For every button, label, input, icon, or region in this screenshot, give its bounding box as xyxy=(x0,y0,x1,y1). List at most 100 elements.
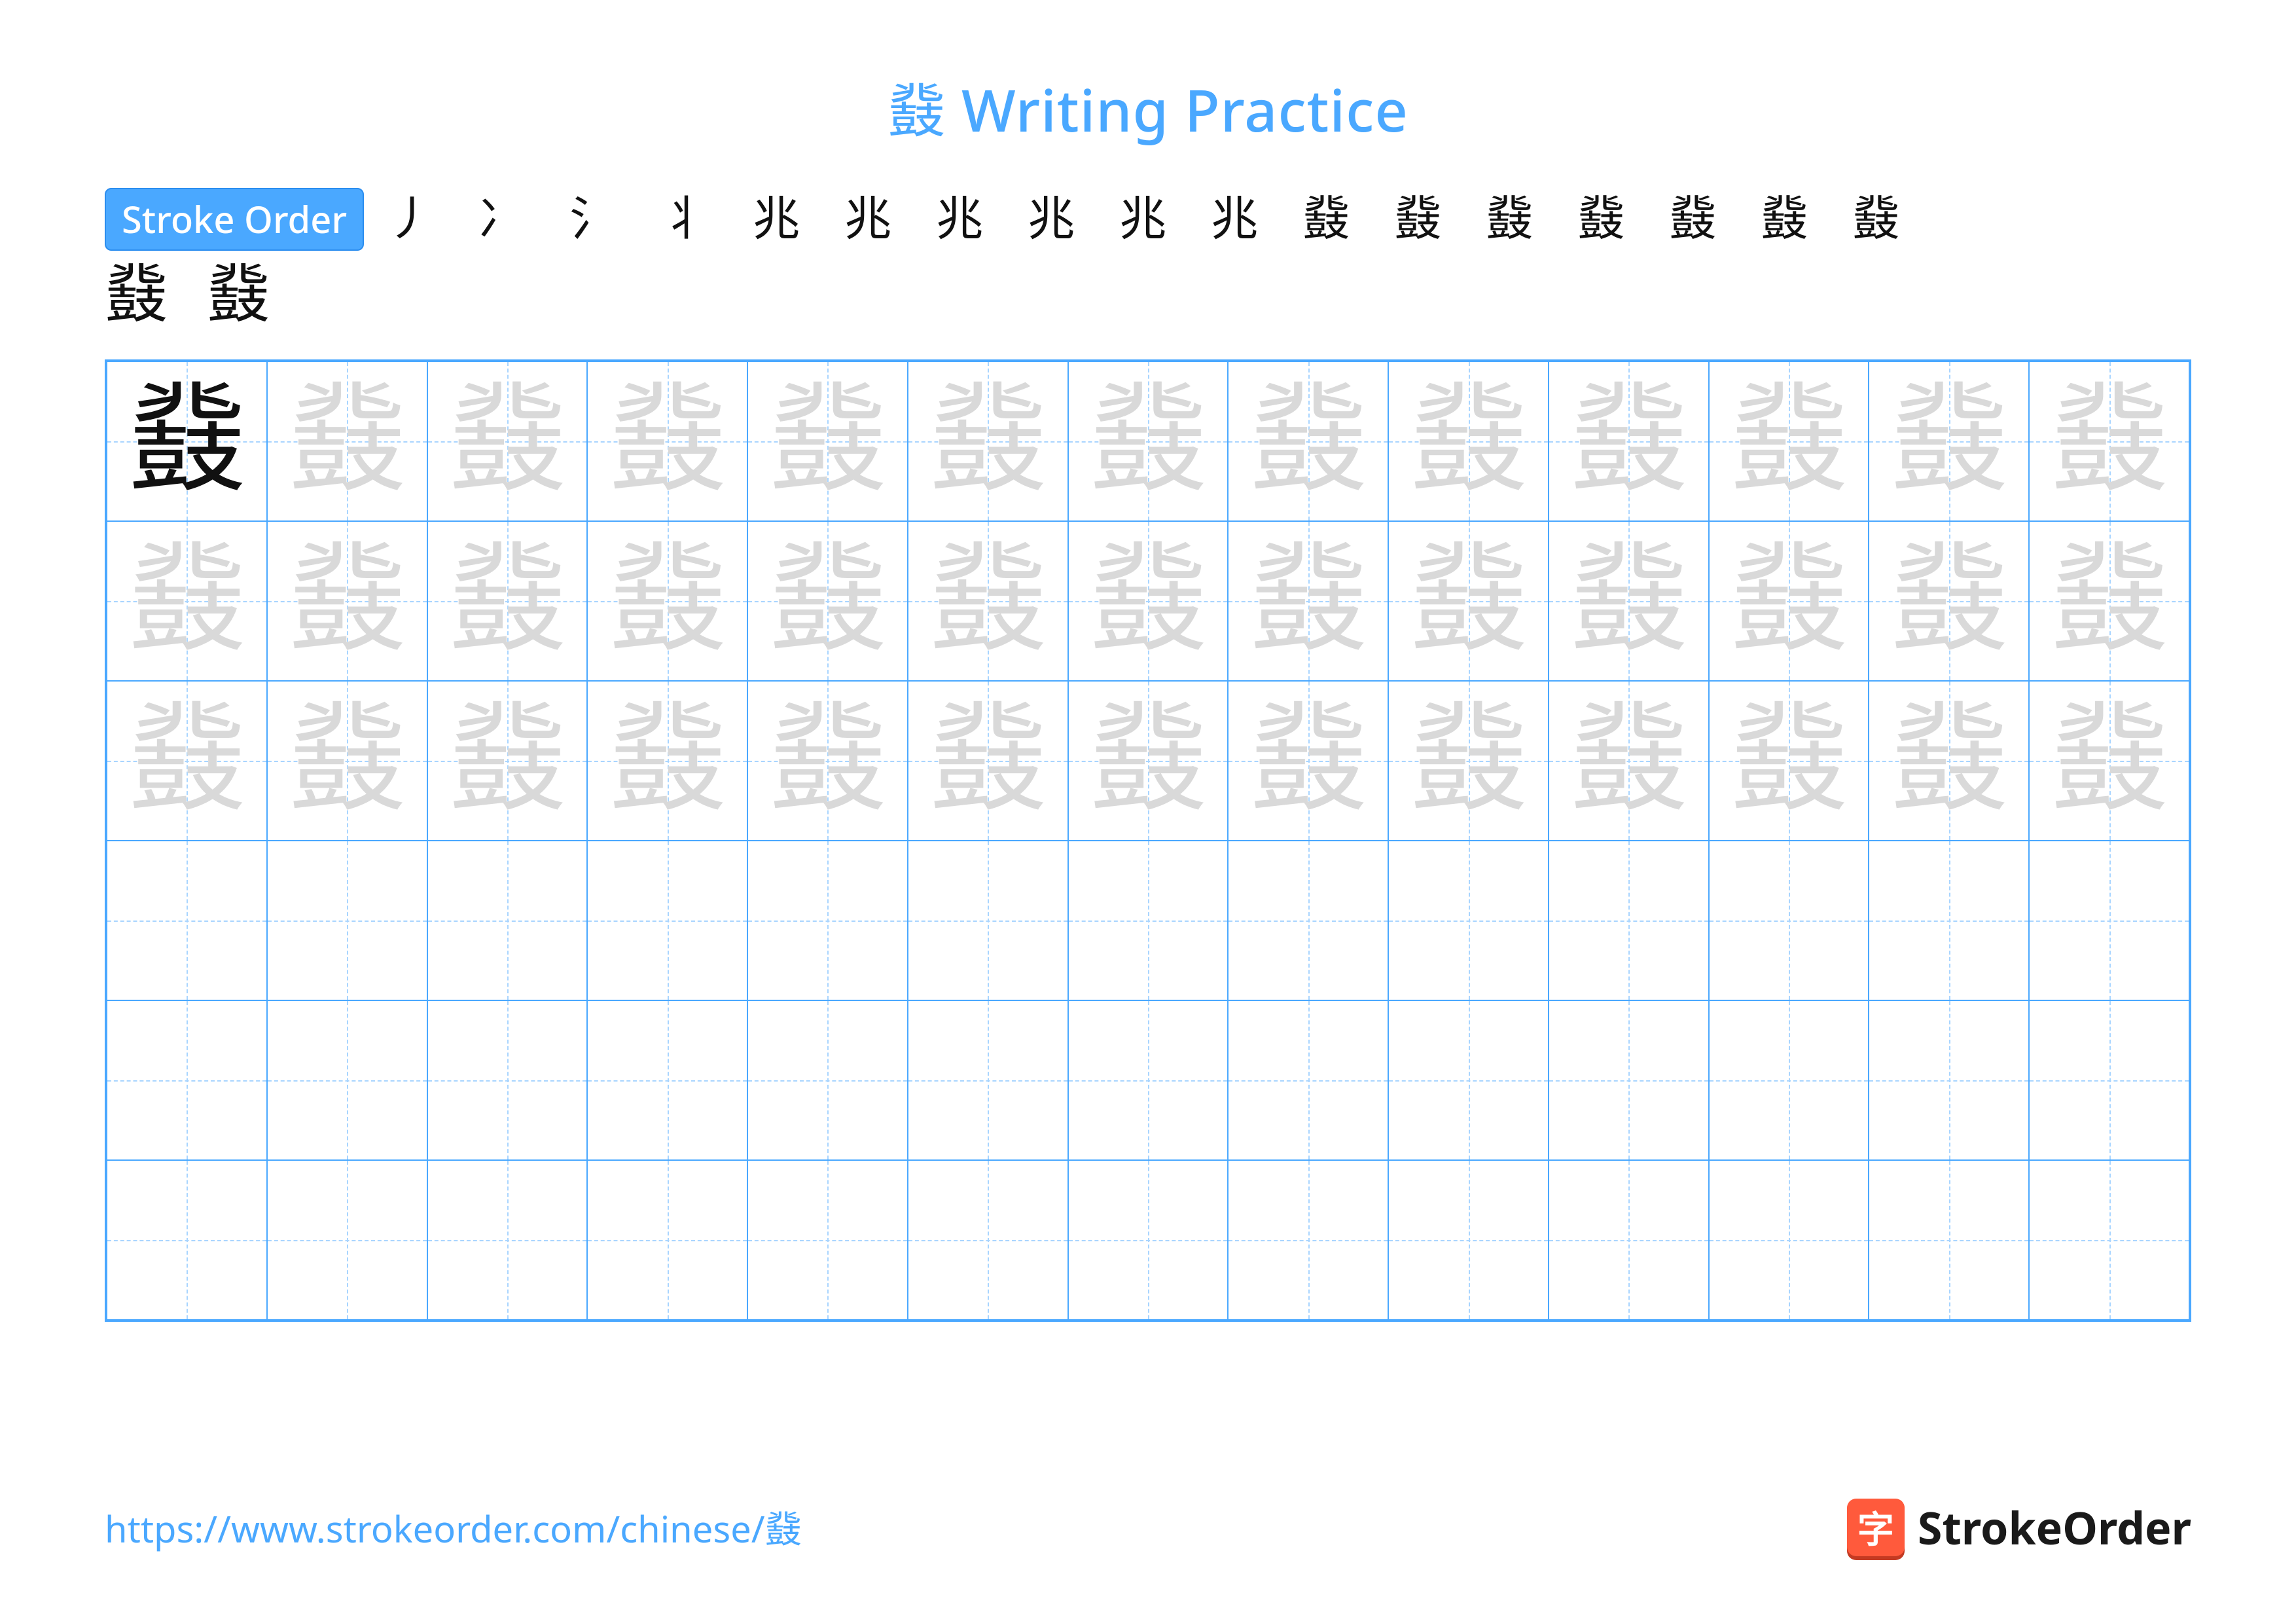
stroke-step: 鼗 xyxy=(1758,196,1810,243)
practice-cell: 鼗 xyxy=(1549,521,1709,681)
practice-cell xyxy=(1869,1160,2029,1320)
stroke-step: 兆 xyxy=(1117,196,1169,243)
practice-cell xyxy=(267,1000,427,1160)
practice-cell xyxy=(1228,1000,1388,1160)
trace-character: 鼗 xyxy=(929,542,1047,660)
practice-cell xyxy=(267,841,427,1000)
practice-cell xyxy=(747,841,908,1000)
trace-character: 鼗 xyxy=(609,382,726,500)
practice-cell: 鼗 xyxy=(1068,681,1229,841)
practice-cell xyxy=(1388,1160,1549,1320)
practice-cell xyxy=(908,1000,1068,1160)
practice-cell: 鼗 xyxy=(1388,361,1549,521)
trace-character: 鼗 xyxy=(1730,702,1848,820)
practice-cell: 鼗 xyxy=(107,521,267,681)
trace-character: 鼗 xyxy=(929,702,1047,820)
practice-cell: 鼗 xyxy=(1869,681,2029,841)
trace-character: 鼗 xyxy=(1890,382,2008,500)
trace-character: 鼗 xyxy=(1730,542,1848,660)
trace-character: 鼗 xyxy=(1089,382,1207,500)
stroke-order-row-1: Stroke Order 丿冫氵丬兆兆兆兆兆兆鼗鼗鼗鼗鼗鼗鼗 xyxy=(105,188,2191,251)
trace-character: 鼗 xyxy=(768,542,886,660)
practice-cell: 鼗 xyxy=(587,361,747,521)
practice-cell xyxy=(1228,1160,1388,1320)
trace-character: 鼗 xyxy=(448,542,566,660)
practice-cell xyxy=(107,1160,267,1320)
practice-cell: 鼗 xyxy=(1228,521,1388,681)
stroke-sequence-2: 鼗鼗 xyxy=(105,264,2191,327)
practice-cell xyxy=(587,1160,747,1320)
practice-cell xyxy=(1869,841,2029,1000)
stroke-step: 兆 xyxy=(842,196,894,243)
model-character: 鼗 xyxy=(128,382,245,500)
stroke-step: 丬 xyxy=(658,196,711,243)
practice-cell xyxy=(1709,1000,1869,1160)
stroke-step: 兆 xyxy=(1208,196,1261,243)
practice-cell: 鼗 xyxy=(1549,361,1709,521)
trace-character: 鼗 xyxy=(288,382,406,500)
trace-character: 鼗 xyxy=(1249,702,1367,820)
page-title: 鼗 Writing Practice xyxy=(105,65,2191,149)
practice-cell: 鼗 xyxy=(747,521,908,681)
stroke-step: 鼗 xyxy=(1575,196,1627,243)
practice-cell xyxy=(908,1160,1068,1320)
trace-character: 鼗 xyxy=(1570,702,1687,820)
practice-cell xyxy=(267,1160,427,1320)
trace-character: 鼗 xyxy=(1410,702,1528,820)
practice-cell: 鼗 xyxy=(587,521,747,681)
practice-cell xyxy=(1228,841,1388,1000)
trace-character: 鼗 xyxy=(1410,542,1528,660)
practice-cell: 鼗 xyxy=(1709,681,1869,841)
practice-cell xyxy=(587,1000,747,1160)
trace-character: 鼗 xyxy=(609,542,726,660)
stroke-step: 鼗 xyxy=(1300,196,1352,243)
trace-character: 鼗 xyxy=(1890,542,2008,660)
practice-cell: 鼗 xyxy=(267,681,427,841)
practice-cell xyxy=(1869,1000,2029,1160)
page-root: 鼗 Writing Practice Stroke Order 丿冫氵丬兆兆兆兆… xyxy=(0,0,2296,1322)
practice-cell xyxy=(587,841,747,1000)
trace-character: 鼗 xyxy=(128,702,245,820)
practice-cell xyxy=(427,1000,588,1160)
stroke-step: 鼗 xyxy=(105,264,168,327)
practice-cell xyxy=(1549,1000,1709,1160)
trace-character: 鼗 xyxy=(448,382,566,500)
trace-character: 鼗 xyxy=(448,702,566,820)
practice-cell: 鼗 xyxy=(908,361,1068,521)
trace-character: 鼗 xyxy=(1730,382,1848,500)
trace-character: 鼗 xyxy=(1890,702,2008,820)
trace-character: 鼗 xyxy=(929,382,1047,500)
stroke-step: 鼗 xyxy=(1666,196,1719,243)
trace-character: 鼗 xyxy=(2051,702,2168,820)
practice-cell: 鼗 xyxy=(2029,521,2189,681)
practice-cell xyxy=(2029,841,2189,1000)
practice-cell xyxy=(2029,1160,2189,1320)
practice-cell: 鼗 xyxy=(1228,681,1388,841)
practice-cell xyxy=(107,841,267,1000)
stroke-step: 丿 xyxy=(384,196,436,243)
practice-cell xyxy=(1068,1160,1229,1320)
practice-cell: 鼗 xyxy=(2029,361,2189,521)
practice-cell: 鼗 xyxy=(107,361,267,521)
stroke-step: 兆 xyxy=(750,196,802,243)
practice-cell: 鼗 xyxy=(1869,361,2029,521)
brand-text: StrokeOrder xyxy=(1918,1497,2191,1558)
practice-cell: 鼗 xyxy=(2029,681,2189,841)
brand: 字 StrokeOrder xyxy=(1847,1497,2191,1558)
trace-character: 鼗 xyxy=(768,382,886,500)
practice-cell: 鼗 xyxy=(587,681,747,841)
practice-cell: 鼗 xyxy=(427,681,588,841)
trace-character: 鼗 xyxy=(1570,382,1687,500)
stroke-order-badge: Stroke Order xyxy=(105,188,364,251)
practice-cell xyxy=(747,1000,908,1160)
trace-character: 鼗 xyxy=(2051,382,2168,500)
trace-character: 鼗 xyxy=(288,702,406,820)
practice-cell xyxy=(1388,1000,1549,1160)
practice-cell: 鼗 xyxy=(1068,361,1229,521)
trace-character: 鼗 xyxy=(1089,702,1207,820)
stroke-step: 兆 xyxy=(1025,196,1077,243)
practice-cell xyxy=(747,1160,908,1320)
practice-cell xyxy=(1068,841,1229,1000)
practice-cell xyxy=(1709,1160,1869,1320)
trace-character: 鼗 xyxy=(128,542,245,660)
